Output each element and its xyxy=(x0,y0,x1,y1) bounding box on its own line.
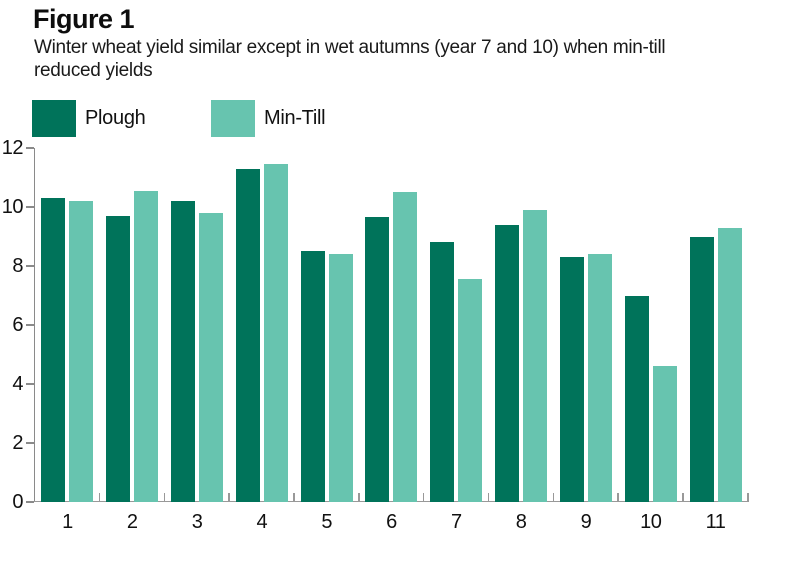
legend-item-plough: Plough xyxy=(32,100,146,137)
figure-label: Figure 1 xyxy=(33,4,135,34)
x-axis-baseline xyxy=(33,500,749,502)
bar-plough-year-5 xyxy=(300,251,325,502)
bar-plough-year-8 xyxy=(495,224,520,502)
x-tick-label-1: 1 xyxy=(62,511,73,533)
plot-area xyxy=(35,148,748,502)
y-tick-10 xyxy=(26,206,34,208)
x-tick-label-8: 8 xyxy=(515,511,527,533)
bar-group-year-4 xyxy=(229,148,294,502)
x-tick-label-3: 3 xyxy=(191,511,203,533)
x-tick-label-9: 9 xyxy=(580,511,592,533)
x-tick-label-6: 6 xyxy=(386,511,397,533)
legend: Plough Min-Till xyxy=(0,100,790,138)
bar-mintill-year-9 xyxy=(587,254,612,502)
bar-group-year-9 xyxy=(554,148,619,502)
x-axis-labels: 1 2 3 4 5 6 7 8 9 10 11 xyxy=(35,511,748,537)
bar-group-year-7 xyxy=(424,148,489,502)
bar-mintill-year-5 xyxy=(328,254,353,502)
bar-group-year-6 xyxy=(359,148,424,502)
y-tick-4 xyxy=(26,383,34,385)
bar-mintill-year-7 xyxy=(458,279,483,502)
y-tick-label-4: 4 xyxy=(12,373,23,395)
bar-mintill-year-6 xyxy=(393,192,418,502)
bar-mintill-year-3 xyxy=(199,212,224,502)
mintill-swatch xyxy=(211,100,255,137)
bar-mintill-year-10 xyxy=(652,366,677,502)
bar-group-year-11 xyxy=(683,148,748,502)
y-tick-label-2: 2 xyxy=(12,432,23,454)
bar-plough-year-7 xyxy=(430,242,455,502)
bar-group-year-5 xyxy=(294,148,359,502)
bar-mintill-year-11 xyxy=(717,227,742,502)
bar-group-year-2 xyxy=(100,148,165,502)
y-tick-12 xyxy=(26,147,34,149)
x-tick-label-10: 10 xyxy=(640,511,662,533)
bar-plough-year-6 xyxy=(365,217,390,502)
bar-mintill-year-1 xyxy=(69,201,94,502)
figure-subtitle: Winter wheat yield similar except in wet… xyxy=(34,37,666,81)
bar-mintill-year-2 xyxy=(134,190,159,502)
x-tick-label-2: 2 xyxy=(126,511,138,533)
y-axis-line xyxy=(33,148,35,502)
legend-item-mintill: Min-Till xyxy=(211,100,326,137)
bar-plough-year-10 xyxy=(624,295,649,502)
y-axis-labels: 0 2 4 6 8 10 12 xyxy=(0,138,26,512)
bar-plough-year-3 xyxy=(171,201,196,502)
bar-plough-year-2 xyxy=(106,215,131,502)
y-axis-ticks xyxy=(26,147,34,503)
bar-mintill-year-8 xyxy=(523,209,548,502)
y-tick-label-6: 6 xyxy=(12,314,23,336)
y-tick-8 xyxy=(26,265,34,267)
legend-label-mintill: Min-Till xyxy=(264,107,326,129)
bar-plough-year-9 xyxy=(559,257,584,502)
x-tick-label-5: 5 xyxy=(321,511,332,533)
legend-label-plough: Plough xyxy=(85,107,146,129)
bar-mintill-year-4 xyxy=(263,164,288,502)
bar-group-year-10 xyxy=(618,148,683,502)
bar-plough-year-1 xyxy=(41,198,66,502)
x-tick-label-11: 11 xyxy=(705,511,726,533)
y-tick-6 xyxy=(26,324,34,326)
bar-group-year-8 xyxy=(489,148,554,502)
bar-group-year-1 xyxy=(35,148,100,502)
x-tick-label-4: 4 xyxy=(256,511,268,533)
y-tick-2 xyxy=(26,442,34,444)
bar-group-year-3 xyxy=(165,148,230,502)
y-tick-label-8: 8 xyxy=(12,255,23,277)
plough-swatch xyxy=(32,100,76,137)
y-tick-label-12: 12 xyxy=(1,137,24,159)
bar-plough-year-11 xyxy=(689,236,714,502)
y-tick-label-0: 0 xyxy=(12,491,23,513)
y-tick-0 xyxy=(26,501,34,503)
x-tick-label-7: 7 xyxy=(450,511,462,533)
y-tick-label-10: 10 xyxy=(1,196,24,218)
bar-plough-year-4 xyxy=(235,168,260,502)
